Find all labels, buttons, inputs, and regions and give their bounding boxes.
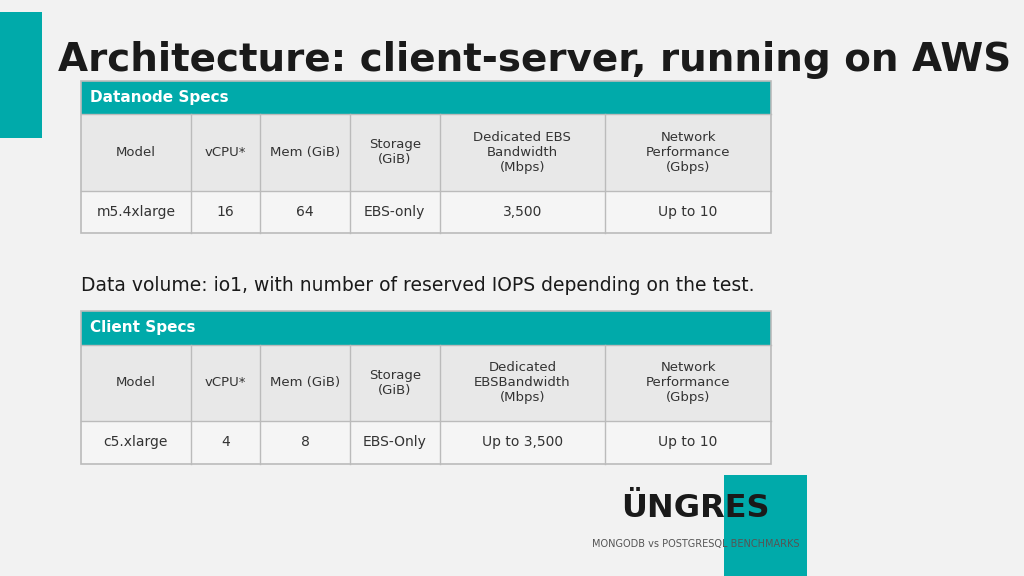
Text: Storage
(GiB): Storage (GiB) <box>369 369 421 397</box>
Text: 8: 8 <box>301 435 309 449</box>
Text: c5.xlarge: c5.xlarge <box>103 435 168 449</box>
Text: EBS-Only: EBS-Only <box>362 435 427 449</box>
Text: Dedicated
EBSBandwidth
(Mbps): Dedicated EBSBandwidth (Mbps) <box>474 361 570 404</box>
Text: 4: 4 <box>221 435 230 449</box>
Bar <box>81 81 771 233</box>
Bar <box>81 81 771 114</box>
Text: Up to 3,500: Up to 3,500 <box>482 435 563 449</box>
Bar <box>81 311 771 344</box>
Text: vCPU*: vCPU* <box>205 146 247 159</box>
Text: Mem (GiB): Mem (GiB) <box>270 146 340 159</box>
Text: vCPU*: vCPU* <box>205 376 247 389</box>
Text: Up to 10: Up to 10 <box>658 205 718 219</box>
Text: Network
Performance
(Gbps): Network Performance (Gbps) <box>646 131 730 174</box>
Text: Architecture: client-server, running on AWS: Architecture: client-server, running on … <box>58 41 1012 79</box>
Bar <box>81 191 771 233</box>
Bar <box>81 114 771 191</box>
Text: Datanode Specs: Datanode Specs <box>90 90 229 105</box>
Text: Model: Model <box>116 146 156 159</box>
Text: Dedicated EBS
Bandwidth
(Mbps): Dedicated EBS Bandwidth (Mbps) <box>473 131 571 174</box>
Text: Mem (GiB): Mem (GiB) <box>270 376 340 389</box>
Text: Network
Performance
(Gbps): Network Performance (Gbps) <box>646 361 730 404</box>
Text: Model: Model <box>116 376 156 389</box>
Text: 3,500: 3,500 <box>503 205 542 219</box>
Bar <box>724 475 807 576</box>
Text: ÜNGRES: ÜNGRES <box>622 492 770 524</box>
Text: Up to 10: Up to 10 <box>658 435 718 449</box>
Text: Client Specs: Client Specs <box>90 320 196 335</box>
Text: 16: 16 <box>217 205 234 219</box>
Bar <box>81 311 771 464</box>
Bar <box>0 12 42 138</box>
Text: 64: 64 <box>296 205 313 219</box>
Text: MONGODB vs POSTGRESQL BENCHMARKS: MONGODB vs POSTGRESQL BENCHMARKS <box>592 539 800 550</box>
Text: m5.4xlarge: m5.4xlarge <box>96 205 175 219</box>
Bar <box>81 344 771 421</box>
Text: EBS-only: EBS-only <box>365 205 425 219</box>
Bar <box>81 421 771 464</box>
Text: Data volume: io1, with number of reserved IOPS depending on the test.: Data volume: io1, with number of reserve… <box>81 276 755 294</box>
Text: Storage
(GiB): Storage (GiB) <box>369 138 421 166</box>
